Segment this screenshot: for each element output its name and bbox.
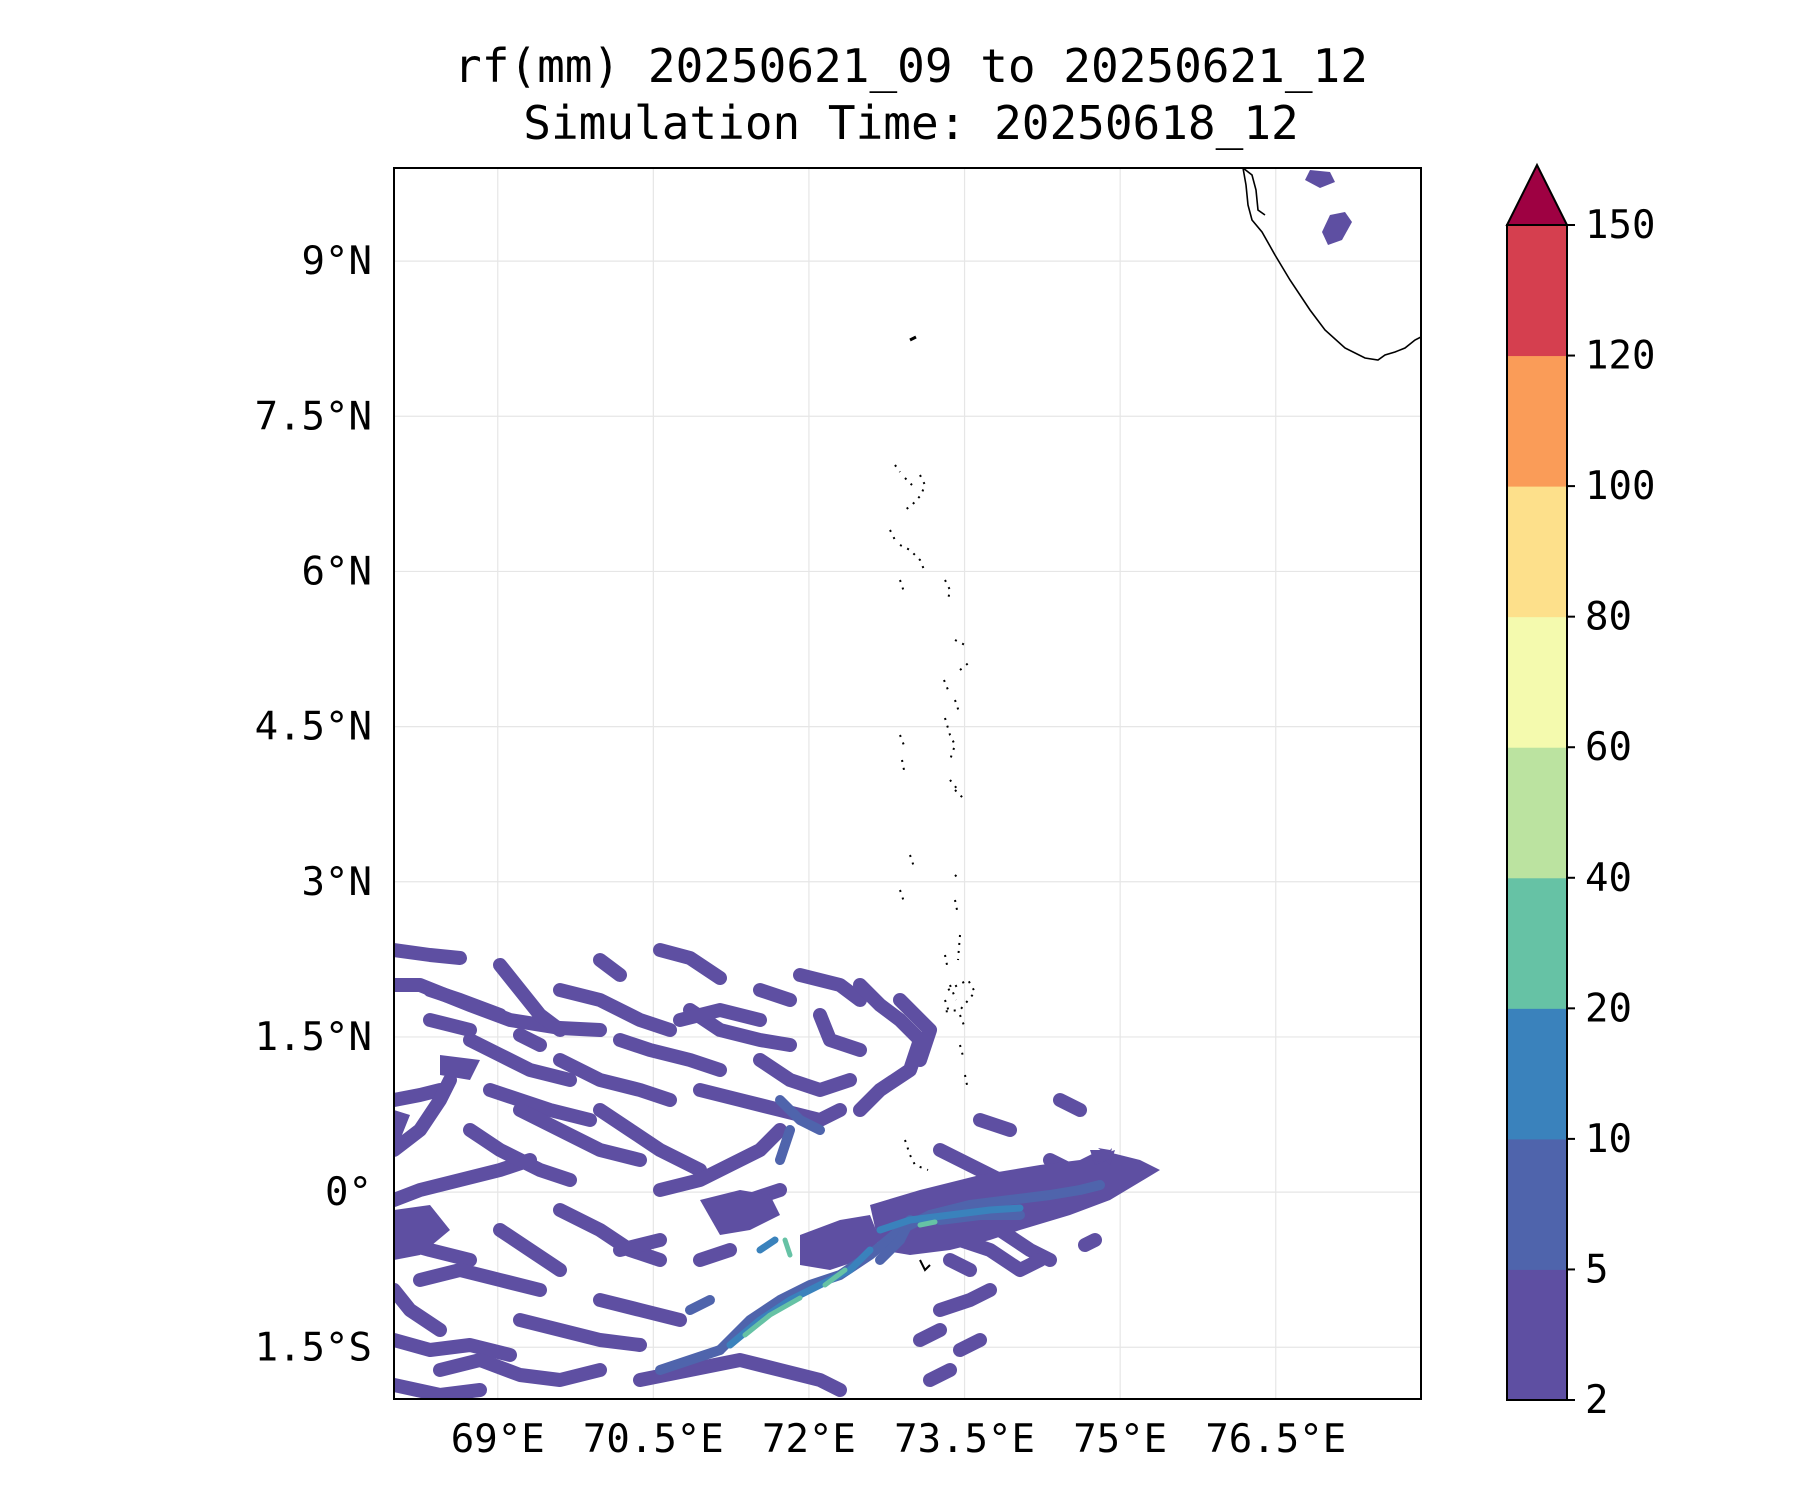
rain-band-2-5 <box>394 943 1102 1399</box>
colorbar-tick-label-9: 150 <box>1585 203 1655 248</box>
colorbar-segment-6 <box>1507 486 1567 618</box>
colorbar-segment-7 <box>1507 355 1567 487</box>
rain-band-5-10 <box>655 1095 1105 1375</box>
colorbar-tick-label-0: 2 <box>1585 1378 1608 1423</box>
coastlines <box>889 168 1421 1272</box>
lat-tick-label-1: 7.5°N <box>255 394 372 439</box>
colorbar-tick-label-6: 80 <box>1585 595 1632 640</box>
lon-tick-label-3: 73.5°E <box>894 1417 1035 1462</box>
india-coastline <box>1242 168 1421 361</box>
latitude-tick-labels: 9°N 7.5°N 6°N 4.5°N 3°N 1.5°N 0° 1.5°S <box>255 239 372 1370</box>
colorbar-tick-label-7: 100 <box>1585 464 1655 509</box>
plot-frame <box>393 167 1422 1400</box>
colorbar-segment-1 <box>1507 1138 1567 1270</box>
lon-tick-label-0: 69°E <box>451 1417 545 1462</box>
lat-tick-label-0: 9°N <box>302 239 372 284</box>
title-line-2: Simulation Time: 20250618_12 <box>523 96 1299 150</box>
rain-band-20-40 <box>742 1219 938 1338</box>
lat-tick-label-3: 4.5°N <box>255 705 372 750</box>
colorbar-tick-label-8: 120 <box>1585 334 1655 379</box>
map-title: rf(mm) 20250621_09 to 20250621_12 Simula… <box>0 38 1800 152</box>
addu-atoll <box>919 1259 931 1272</box>
colorbar-segment-2 <box>1507 1008 1567 1140</box>
title-line-1: rf(mm) 20250621_09 to 20250621_12 <box>454 39 1368 93</box>
colorbar-segment-4 <box>1507 747 1567 879</box>
lat-tick-label-7: 1.5°S <box>255 1325 372 1370</box>
longitude-tick-labels: 69°E 70.5°E 72°E 73.5°E 75°E 76.5°E <box>451 1417 1346 1462</box>
colorbar-segment-3 <box>1507 877 1567 1009</box>
lon-tick-label-1: 70.5°E <box>583 1417 724 1462</box>
coast-detail <box>1242 168 1266 216</box>
colorbar-tick-label-2: 10 <box>1585 1117 1632 1162</box>
colorbar-tick-label-3: 20 <box>1585 986 1632 1031</box>
colorbar-tick-label-4: 40 <box>1585 856 1632 901</box>
colorbar-segment-0 <box>1507 1269 1567 1401</box>
island-minicoy <box>909 335 917 342</box>
lon-tick-label-5: 76.5°E <box>1205 1417 1346 1462</box>
lat-tick-label-2: 6°N <box>302 549 372 594</box>
colorbar-frame <box>1506 224 1568 1401</box>
colorbar-extend-arrow <box>1505 162 1569 226</box>
colorbar: 2 5 10 20 40 60 80 100 120 150 <box>1505 162 1655 1423</box>
rainfall-field <box>394 170 1352 1399</box>
lat-tick-label-4: 3°N <box>302 860 372 905</box>
lat-tick-label-5: 1.5°N <box>255 1015 372 1060</box>
colorbar-segment-5 <box>1507 616 1567 748</box>
colorbar-tick-label-5: 60 <box>1585 725 1632 770</box>
colorbar-tick-label-1: 5 <box>1585 1247 1608 1292</box>
colorbar-segment-8 <box>1507 225 1567 357</box>
lat-tick-label-6: 0° <box>325 1170 372 1215</box>
lon-tick-label-2: 72°E <box>762 1417 856 1462</box>
lon-tick-label-4: 75°E <box>1073 1417 1167 1462</box>
